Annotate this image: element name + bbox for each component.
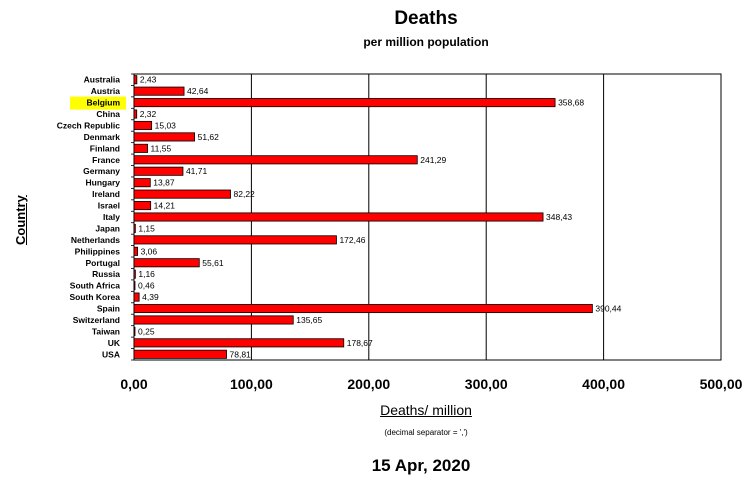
category-label: France bbox=[92, 155, 120, 165]
category-label: Switzerland bbox=[73, 315, 120, 325]
bar bbox=[133, 86, 185, 96]
value-label: 178,67 bbox=[347, 338, 373, 348]
bar bbox=[133, 235, 337, 245]
value-label: 2,32 bbox=[140, 109, 157, 119]
bar bbox=[133, 178, 151, 188]
bar bbox=[133, 304, 593, 314]
x-tick-label: 100,00 bbox=[230, 376, 273, 392]
bar bbox=[133, 281, 136, 291]
value-label: 1,15 bbox=[138, 223, 155, 233]
value-label: 41,71 bbox=[186, 166, 208, 176]
category-label: Finland bbox=[90, 143, 120, 153]
bar bbox=[133, 269, 136, 279]
value-label: 82,22 bbox=[234, 189, 256, 199]
x-tick-label: 200,00 bbox=[347, 376, 390, 392]
value-label: 390,44 bbox=[595, 304, 621, 314]
value-label: 13,87 bbox=[153, 178, 175, 188]
x-tick-label: 300,00 bbox=[465, 376, 508, 392]
bar bbox=[133, 109, 138, 119]
category-label: Taiwan bbox=[92, 326, 120, 336]
value-label: 4,39 bbox=[142, 292, 159, 302]
bar bbox=[133, 246, 138, 256]
value-label: 55,61 bbox=[202, 258, 224, 268]
bar bbox=[133, 132, 196, 142]
value-label: 2,43 bbox=[140, 75, 157, 85]
bar bbox=[133, 75, 138, 85]
x-tick-label: 0,00 bbox=[120, 376, 147, 392]
category-label: Philippines bbox=[75, 246, 121, 256]
category-label: USA bbox=[102, 349, 120, 359]
category-label: Netherlands bbox=[71, 235, 120, 245]
category-label: Spain bbox=[97, 304, 120, 314]
category-label: Russia bbox=[92, 269, 120, 279]
category-label: Japan bbox=[95, 223, 120, 233]
value-label: 172,46 bbox=[339, 235, 365, 245]
x-tick-label: 400,00 bbox=[582, 376, 625, 392]
category-label: Hungary bbox=[86, 178, 121, 188]
bar bbox=[133, 212, 544, 222]
category-label: Czech Republic bbox=[57, 120, 121, 130]
category-label: Denmark bbox=[84, 132, 121, 142]
value-label: 3,06 bbox=[141, 246, 158, 256]
x-tick-label: 500,00 bbox=[700, 376, 743, 392]
value-label: 0,25 bbox=[138, 326, 155, 336]
category-label: Ireland bbox=[92, 189, 120, 199]
category-label: Italy bbox=[103, 212, 120, 222]
category-label: China bbox=[96, 109, 120, 119]
value-label: 348,43 bbox=[546, 212, 572, 222]
value-label: 14,21 bbox=[154, 201, 176, 211]
bar bbox=[133, 315, 294, 325]
bar bbox=[133, 143, 148, 153]
chart-title: Deaths bbox=[394, 8, 458, 29]
chart-subtitle: per million population bbox=[363, 35, 489, 49]
value-label: 0,46 bbox=[138, 281, 155, 291]
bar bbox=[133, 98, 556, 108]
bar bbox=[133, 223, 136, 233]
value-label: 78,81 bbox=[230, 349, 252, 359]
bar bbox=[133, 292, 140, 302]
bar bbox=[133, 349, 227, 359]
category-label: UK bbox=[108, 338, 121, 348]
bar bbox=[133, 338, 345, 348]
bar bbox=[133, 166, 184, 176]
category-label: Austria bbox=[91, 86, 121, 96]
value-label: 42,64 bbox=[187, 86, 209, 96]
bar bbox=[133, 258, 200, 268]
x-axis-label: Deaths/ million bbox=[380, 402, 472, 418]
category-label: Belgium bbox=[86, 98, 120, 108]
bar bbox=[133, 201, 152, 211]
bar bbox=[133, 326, 136, 336]
category-label: South Africa bbox=[70, 281, 120, 291]
value-label: 241,29 bbox=[420, 155, 446, 165]
value-label: 11,55 bbox=[151, 143, 172, 153]
decimal-separator-note: (decimal separator = ',') bbox=[384, 428, 468, 437]
bar bbox=[133, 189, 231, 199]
value-label: 135,65 bbox=[296, 315, 322, 325]
bar bbox=[133, 120, 153, 130]
category-label: Australia bbox=[84, 75, 121, 85]
value-label: 15,03 bbox=[155, 120, 177, 130]
category-label: South Korea bbox=[69, 292, 120, 302]
category-label: Germany bbox=[83, 166, 120, 176]
value-label: 1,16 bbox=[138, 269, 155, 279]
category-label: Israel bbox=[98, 201, 120, 211]
value-label: 358,68 bbox=[558, 98, 584, 108]
highlight-marker bbox=[70, 96, 126, 110]
value-label: 51,62 bbox=[198, 132, 220, 142]
category-label: Portugal bbox=[86, 258, 120, 268]
bar bbox=[133, 155, 418, 165]
chart-date: 15 Apr, 2020 bbox=[371, 456, 471, 475]
